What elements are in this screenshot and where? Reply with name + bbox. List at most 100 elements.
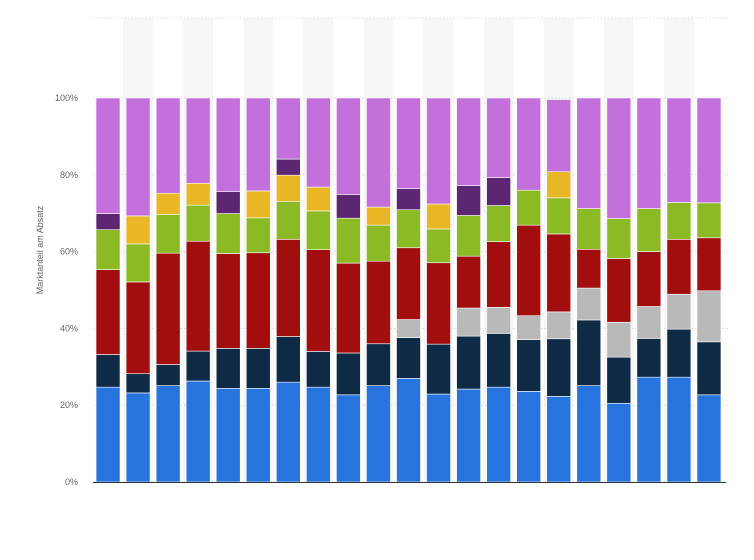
bar-segment: [456, 185, 481, 216]
bar-segment: [696, 237, 722, 292]
y-tick-label: 100%: [55, 93, 78, 103]
bar-segment: [95, 229, 121, 270]
bar-segment: [516, 224, 541, 317]
y-axis-ticks: 0% 20% 40% 60% 80% 100%: [55, 93, 78, 487]
bar-segment: [486, 386, 511, 483]
bar-segment: [276, 174, 301, 202]
bar-segment: [426, 97, 451, 205]
bar-segment: [546, 197, 572, 235]
bars-group: [95, 97, 722, 483]
bar-segment: [336, 194, 361, 219]
bar-segment: [155, 192, 181, 215]
bar-segment: [215, 388, 241, 483]
bar-segment: [516, 339, 541, 392]
bar-segment: [336, 394, 361, 483]
bar-segment: [155, 385, 181, 483]
bar-segment: [276, 381, 301, 483]
bar-segment: [185, 380, 211, 483]
bar-segment: [606, 258, 632, 323]
bar-segment: [696, 202, 722, 239]
bar-segment: [185, 97, 211, 184]
y-tick-label: 40%: [60, 323, 78, 333]
bar-segment: [366, 260, 391, 345]
bar-segment: [155, 214, 181, 254]
bar-segment: [125, 373, 151, 394]
bar-segment: [546, 171, 572, 199]
bar-segment: [155, 364, 181, 386]
bar-segment: [95, 269, 121, 355]
bar-segment: [696, 290, 722, 343]
bar-segment: [396, 319, 421, 338]
bar-segment: [576, 287, 602, 321]
bar-segment: [366, 385, 391, 483]
bar-segment: [336, 217, 361, 264]
bar-segment: [426, 343, 451, 395]
bar-segment: [606, 356, 632, 404]
bar-segment: [546, 311, 572, 340]
bar-segment: [606, 97, 632, 219]
bar-segment: [666, 293, 692, 330]
bar-segment: [185, 204, 211, 242]
bar-segment: [245, 217, 271, 254]
bar-segment: [306, 97, 331, 188]
bar-segment: [245, 97, 271, 192]
y-axis-label: Marktanteil am Absatz: [35, 205, 45, 294]
bar-segment: [516, 391, 541, 483]
bar-segment: [456, 388, 481, 483]
bar-segment: [516, 97, 541, 191]
y-tick-label: 20%: [60, 400, 78, 410]
bar-segment: [366, 206, 391, 226]
bar-segment: [336, 352, 361, 396]
bar-segment: [215, 253, 241, 349]
bar-segment: [696, 341, 722, 396]
bar-segment: [576, 319, 602, 386]
bar-segment: [366, 224, 391, 262]
bar-segment: [336, 97, 361, 195]
bar-segment: [396, 209, 421, 249]
bar-segment: [606, 402, 632, 483]
bar-segment: [486, 306, 511, 334]
bar-segment: [276, 200, 301, 240]
bar-segment: [636, 208, 662, 252]
bar-segment: [666, 328, 692, 378]
bar-segment: [606, 321, 632, 358]
bar-segment: [95, 354, 121, 388]
bar-segment: [215, 348, 241, 389]
bar-segment: [125, 215, 151, 245]
bar-segment: [245, 252, 271, 349]
bar-segment: [636, 306, 662, 339]
bar-segment: [245, 190, 271, 219]
bar-segment: [666, 97, 692, 203]
bar-segment: [546, 99, 572, 173]
bar-segment: [215, 213, 241, 254]
bar-segment: [636, 338, 662, 378]
bar-segment: [396, 188, 421, 211]
bar-segment: [155, 97, 181, 194]
bar-segment: [215, 97, 241, 192]
bar-segment: [276, 239, 301, 337]
y-tick-label: 60%: [60, 247, 78, 257]
bar-segment: [456, 335, 481, 390]
bar-segment: [636, 251, 662, 307]
bar-segment: [306, 249, 331, 352]
bar-segment: [215, 191, 241, 214]
bar-segment: [636, 97, 662, 209]
bar-segment: [306, 386, 331, 483]
bar-segment: [666, 202, 692, 240]
bar-segment: [486, 205, 511, 242]
bar-segment: [276, 158, 301, 176]
bar-segment: [396, 247, 421, 320]
bar-segment: [366, 343, 391, 386]
bar-segment: [576, 97, 602, 209]
bar-segment: [636, 376, 662, 483]
bar-segment: [456, 97, 481, 186]
bar-segment: [696, 394, 722, 483]
bar-segment: [456, 255, 481, 309]
bar-segment: [125, 243, 151, 283]
y-tick-label: 80%: [60, 170, 78, 180]
y-tick-label: 0%: [65, 477, 78, 487]
bar-segment: [426, 228, 451, 264]
bar-segment: [576, 385, 602, 483]
bar-segment: [125, 97, 151, 217]
